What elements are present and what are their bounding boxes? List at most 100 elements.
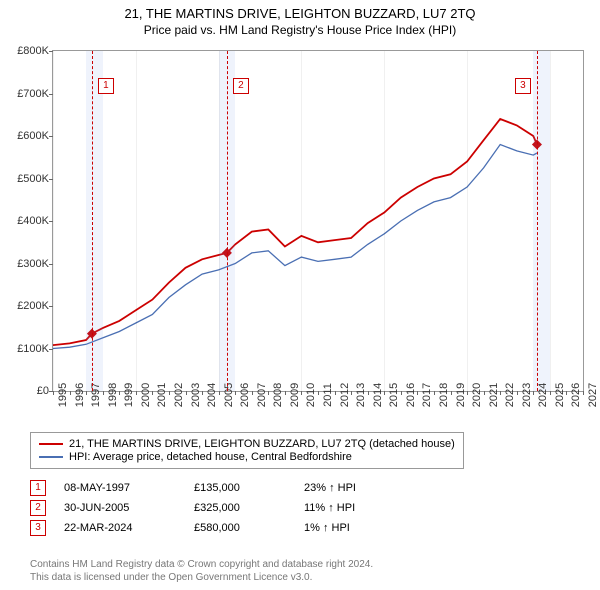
event-line bbox=[92, 51, 93, 391]
event-date: 08-MAY-1997 bbox=[64, 482, 194, 494]
x-tick bbox=[136, 391, 137, 395]
chart-subtitle: Price paid vs. HM Land Registry's House … bbox=[0, 23, 600, 37]
x-tick bbox=[285, 391, 286, 395]
x-tick bbox=[169, 391, 170, 395]
x-axis-label: 2012 bbox=[339, 383, 351, 407]
gridline bbox=[53, 51, 54, 391]
x-tick bbox=[186, 391, 187, 395]
event-delta: 23% ↑ HPI bbox=[304, 482, 424, 494]
legend-item-hpi: HPI: Average price, detached house, Cent… bbox=[39, 451, 455, 463]
x-tick bbox=[368, 391, 369, 395]
x-axis-label: 2027 bbox=[587, 383, 599, 407]
event-row: 1 08-MAY-1997 £135,000 23% ↑ HPI bbox=[30, 478, 424, 498]
x-axis-label: 1998 bbox=[107, 383, 119, 407]
x-axis-label: 2020 bbox=[471, 383, 483, 407]
y-tick bbox=[49, 136, 53, 137]
chart-container: 21, THE MARTINS DRIVE, LEIGHTON BUZZARD,… bbox=[0, 0, 600, 590]
x-tick bbox=[235, 391, 236, 395]
x-axis-label: 2013 bbox=[355, 383, 367, 407]
x-tick bbox=[103, 391, 104, 395]
event-delta: 11% ↑ HPI bbox=[304, 502, 424, 514]
event-label-box: 2 bbox=[233, 78, 249, 94]
x-axis-label: 2006 bbox=[239, 383, 251, 407]
event-marker: 3 bbox=[30, 520, 46, 536]
x-tick bbox=[566, 391, 567, 395]
x-tick bbox=[417, 391, 418, 395]
x-tick bbox=[335, 391, 336, 395]
x-axis-label: 2000 bbox=[140, 383, 152, 407]
gridline bbox=[301, 51, 302, 391]
y-tick bbox=[49, 306, 53, 307]
y-axis-label: £600K bbox=[17, 130, 49, 142]
footer-line-2: This data is licensed under the Open Gov… bbox=[30, 571, 373, 584]
x-axis-label: 2005 bbox=[223, 383, 235, 407]
event-date: 30-JUN-2005 bbox=[64, 502, 194, 514]
legend-label-hpi: HPI: Average price, detached house, Cent… bbox=[69, 451, 352, 463]
event-price: £325,000 bbox=[194, 502, 304, 514]
x-axis-label: 2016 bbox=[405, 383, 417, 407]
x-axis-label: 2010 bbox=[305, 383, 317, 407]
x-tick bbox=[467, 391, 468, 395]
x-axis-label: 2017 bbox=[421, 383, 433, 407]
y-axis-label: £200K bbox=[17, 300, 49, 312]
chart-band bbox=[533, 51, 550, 391]
event-line bbox=[227, 51, 228, 391]
x-axis-label: 2026 bbox=[570, 383, 582, 407]
y-tick bbox=[49, 264, 53, 265]
events-table: 1 08-MAY-1997 £135,000 23% ↑ HPI 2 30-JU… bbox=[30, 478, 424, 538]
x-axis-label: 1999 bbox=[123, 383, 135, 407]
y-tick bbox=[49, 179, 53, 180]
y-axis-label: £100K bbox=[17, 343, 49, 355]
y-axis-label: £400K bbox=[17, 215, 49, 227]
x-tick bbox=[152, 391, 153, 395]
x-tick bbox=[70, 391, 71, 395]
x-tick bbox=[252, 391, 253, 395]
event-line bbox=[537, 51, 538, 391]
x-axis-label: 2025 bbox=[554, 383, 566, 407]
x-axis-label: 2019 bbox=[455, 383, 467, 407]
x-tick bbox=[550, 391, 551, 395]
x-axis-label: 1996 bbox=[74, 383, 86, 407]
x-axis-label: 2008 bbox=[272, 383, 284, 407]
x-tick bbox=[434, 391, 435, 395]
x-tick bbox=[219, 391, 220, 395]
y-axis-label: £800K bbox=[17, 45, 49, 57]
x-tick bbox=[533, 391, 534, 395]
x-tick bbox=[517, 391, 518, 395]
x-tick bbox=[86, 391, 87, 395]
x-tick bbox=[119, 391, 120, 395]
x-tick bbox=[583, 391, 584, 395]
x-axis-label: 2002 bbox=[173, 383, 185, 407]
y-tick bbox=[49, 51, 53, 52]
x-axis-label: 2021 bbox=[488, 383, 500, 407]
x-axis-label: 2007 bbox=[256, 383, 268, 407]
x-axis-label: 2009 bbox=[289, 383, 301, 407]
x-tick bbox=[401, 391, 402, 395]
event-price: £135,000 bbox=[194, 482, 304, 494]
legend-label-property: 21, THE MARTINS DRIVE, LEIGHTON BUZZARD,… bbox=[69, 438, 455, 450]
x-tick bbox=[384, 391, 385, 395]
gridline bbox=[136, 51, 137, 391]
y-axis-label: £500K bbox=[17, 173, 49, 185]
x-axis-label: 2023 bbox=[521, 383, 533, 407]
gridline bbox=[467, 51, 468, 391]
series-property bbox=[53, 119, 537, 345]
legend-item-property: 21, THE MARTINS DRIVE, LEIGHTON BUZZARD,… bbox=[39, 438, 455, 450]
x-axis-label: 2014 bbox=[372, 383, 384, 407]
chart-title: 21, THE MARTINS DRIVE, LEIGHTON BUZZARD,… bbox=[0, 6, 600, 21]
x-axis-label: 2022 bbox=[504, 383, 516, 407]
event-marker: 1 bbox=[30, 480, 46, 496]
x-axis-label: 2001 bbox=[156, 383, 168, 407]
chart-svg bbox=[53, 51, 583, 391]
footer-attribution: Contains HM Land Registry data © Crown c… bbox=[30, 558, 373, 584]
event-marker: 2 bbox=[30, 500, 46, 516]
x-axis-label: 1995 bbox=[57, 383, 69, 407]
x-tick bbox=[53, 391, 54, 395]
x-tick bbox=[451, 391, 452, 395]
y-tick bbox=[49, 94, 53, 95]
event-date: 22-MAR-2024 bbox=[64, 522, 194, 534]
y-axis-label: £700K bbox=[17, 88, 49, 100]
x-axis-label: 2003 bbox=[190, 383, 202, 407]
gridline bbox=[550, 51, 551, 391]
y-axis-label: £300K bbox=[17, 258, 49, 270]
